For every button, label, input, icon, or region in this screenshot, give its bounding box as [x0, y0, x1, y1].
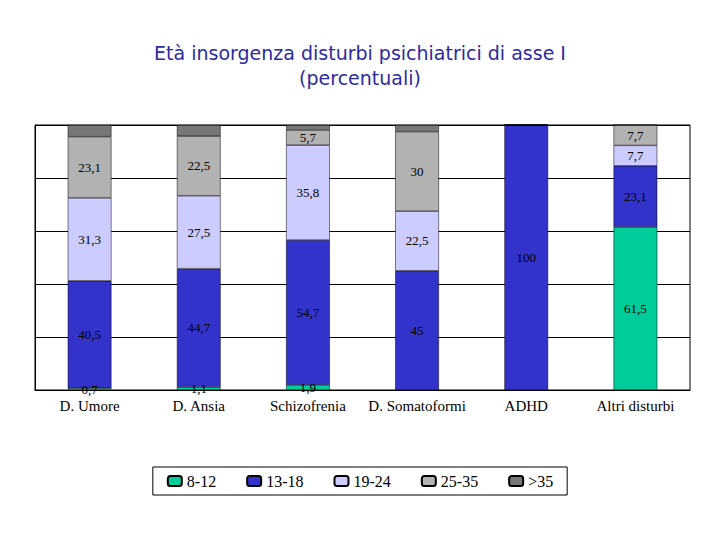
- svg-text:7,7: 7,7: [627, 128, 644, 143]
- svg-text:1,9: 1,9: [300, 380, 316, 395]
- svg-text:8-12: 8-12: [187, 473, 216, 490]
- svg-text:30: 30: [411, 164, 424, 179]
- svg-text:Altri disturbi: Altri disturbi: [596, 398, 674, 414]
- svg-text:44,7: 44,7: [187, 320, 210, 335]
- svg-text:Età insorgenza disturbi psichi: Età insorgenza disturbi psichiatrici di …: [154, 42, 566, 64]
- svg-text:23,1: 23,1: [624, 189, 647, 204]
- svg-text:22,5: 22,5: [187, 158, 210, 173]
- svg-text:D. Ansia: D. Ansia: [173, 398, 226, 414]
- svg-text:ADHD: ADHD: [505, 398, 548, 414]
- svg-text:Schizofrenia: Schizofrenia: [270, 398, 346, 414]
- svg-text:D. Somatoformi: D. Somatoformi: [368, 398, 466, 414]
- svg-text:7,7: 7,7: [627, 148, 644, 163]
- svg-text:100: 100: [517, 250, 537, 265]
- svg-text:45: 45: [411, 323, 424, 338]
- svg-text:19-24: 19-24: [353, 473, 390, 490]
- svg-text:35,8: 35,8: [297, 185, 320, 200]
- svg-text:0,7: 0,7: [81, 382, 98, 397]
- svg-text:22,5: 22,5: [406, 233, 429, 248]
- svg-text:1,1: 1,1: [191, 381, 207, 396]
- svg-text:(percentuali): (percentuali): [299, 67, 421, 89]
- svg-text:13-18: 13-18: [266, 473, 303, 490]
- svg-text:61,5: 61,5: [624, 301, 647, 316]
- svg-text:54,7: 54,7: [297, 305, 320, 320]
- svg-text:23,1: 23,1: [78, 160, 101, 175]
- svg-text:27,5: 27,5: [187, 225, 210, 240]
- svg-text:40,5: 40,5: [78, 327, 101, 342]
- svg-text:D. Umore: D. Umore: [60, 398, 120, 414]
- svg-text:>35: >35: [528, 473, 553, 490]
- svg-text:5,7: 5,7: [300, 130, 317, 145]
- svg-text:31,3: 31,3: [78, 232, 101, 247]
- svg-text:25-35: 25-35: [441, 473, 478, 490]
